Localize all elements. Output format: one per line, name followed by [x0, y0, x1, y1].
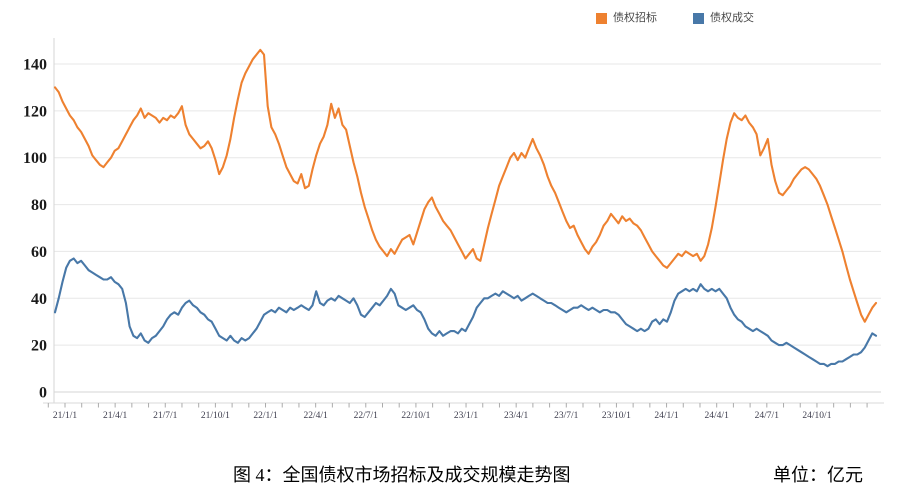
- bid-series-label: 债权招标: [613, 12, 657, 24]
- deal-series-swatch: [693, 13, 704, 24]
- figure-caption: 图 4：全国债权市场招标及成交规模走势图: [233, 465, 571, 485]
- y-tick-label: 120: [23, 103, 47, 120]
- x-tick-label: 21/4/1: [103, 411, 128, 421]
- y-tick-label: 100: [23, 150, 47, 167]
- legend-item-bid: 债权招标: [596, 13, 657, 24]
- y-tick-label: 140: [23, 57, 47, 74]
- chart-legend: 债权招标 债权成交: [596, 13, 754, 24]
- x-tick-label: 23/7/1: [554, 411, 579, 421]
- y-tick-label: 60: [31, 244, 47, 261]
- x-tick-label: 22/10/1: [401, 411, 430, 421]
- x-tick-label: 24/10/1: [802, 411, 831, 421]
- y-tick-label: 20: [31, 338, 47, 355]
- x-tick-label: 22/7/1: [354, 411, 379, 421]
- unit-label: 单位：亿元: [773, 465, 863, 485]
- y-tick-label: 40: [31, 291, 47, 308]
- deal-series-label: 债权成交: [710, 12, 754, 24]
- x-tick-label: 23/1/1: [454, 411, 479, 421]
- x-tick-label: 21/1/1: [53, 411, 78, 421]
- y-tick-label: 0: [39, 385, 47, 402]
- y-tick-label: 80: [31, 197, 47, 214]
- series-line-0: [53, 48, 878, 323]
- legend-item-deal: 债权成交: [693, 13, 754, 24]
- x-tick-label: 21/7/1: [153, 411, 178, 421]
- x-tick-label: 24/4/1: [705, 411, 730, 421]
- x-tick-label: 22/4/1: [304, 411, 329, 421]
- x-tick-label: 24/7/1: [755, 411, 780, 421]
- x-tick-label: 22/1/1: [253, 411, 278, 421]
- bid-series-swatch: [596, 13, 607, 24]
- x-tick-label: 21/10/1: [201, 411, 230, 421]
- series-line-1: [53, 257, 878, 368]
- x-tick-label: 24/1/1: [654, 411, 679, 421]
- x-tick-label: 23/4/1: [504, 411, 529, 421]
- x-tick-label: 23/10/1: [602, 411, 631, 421]
